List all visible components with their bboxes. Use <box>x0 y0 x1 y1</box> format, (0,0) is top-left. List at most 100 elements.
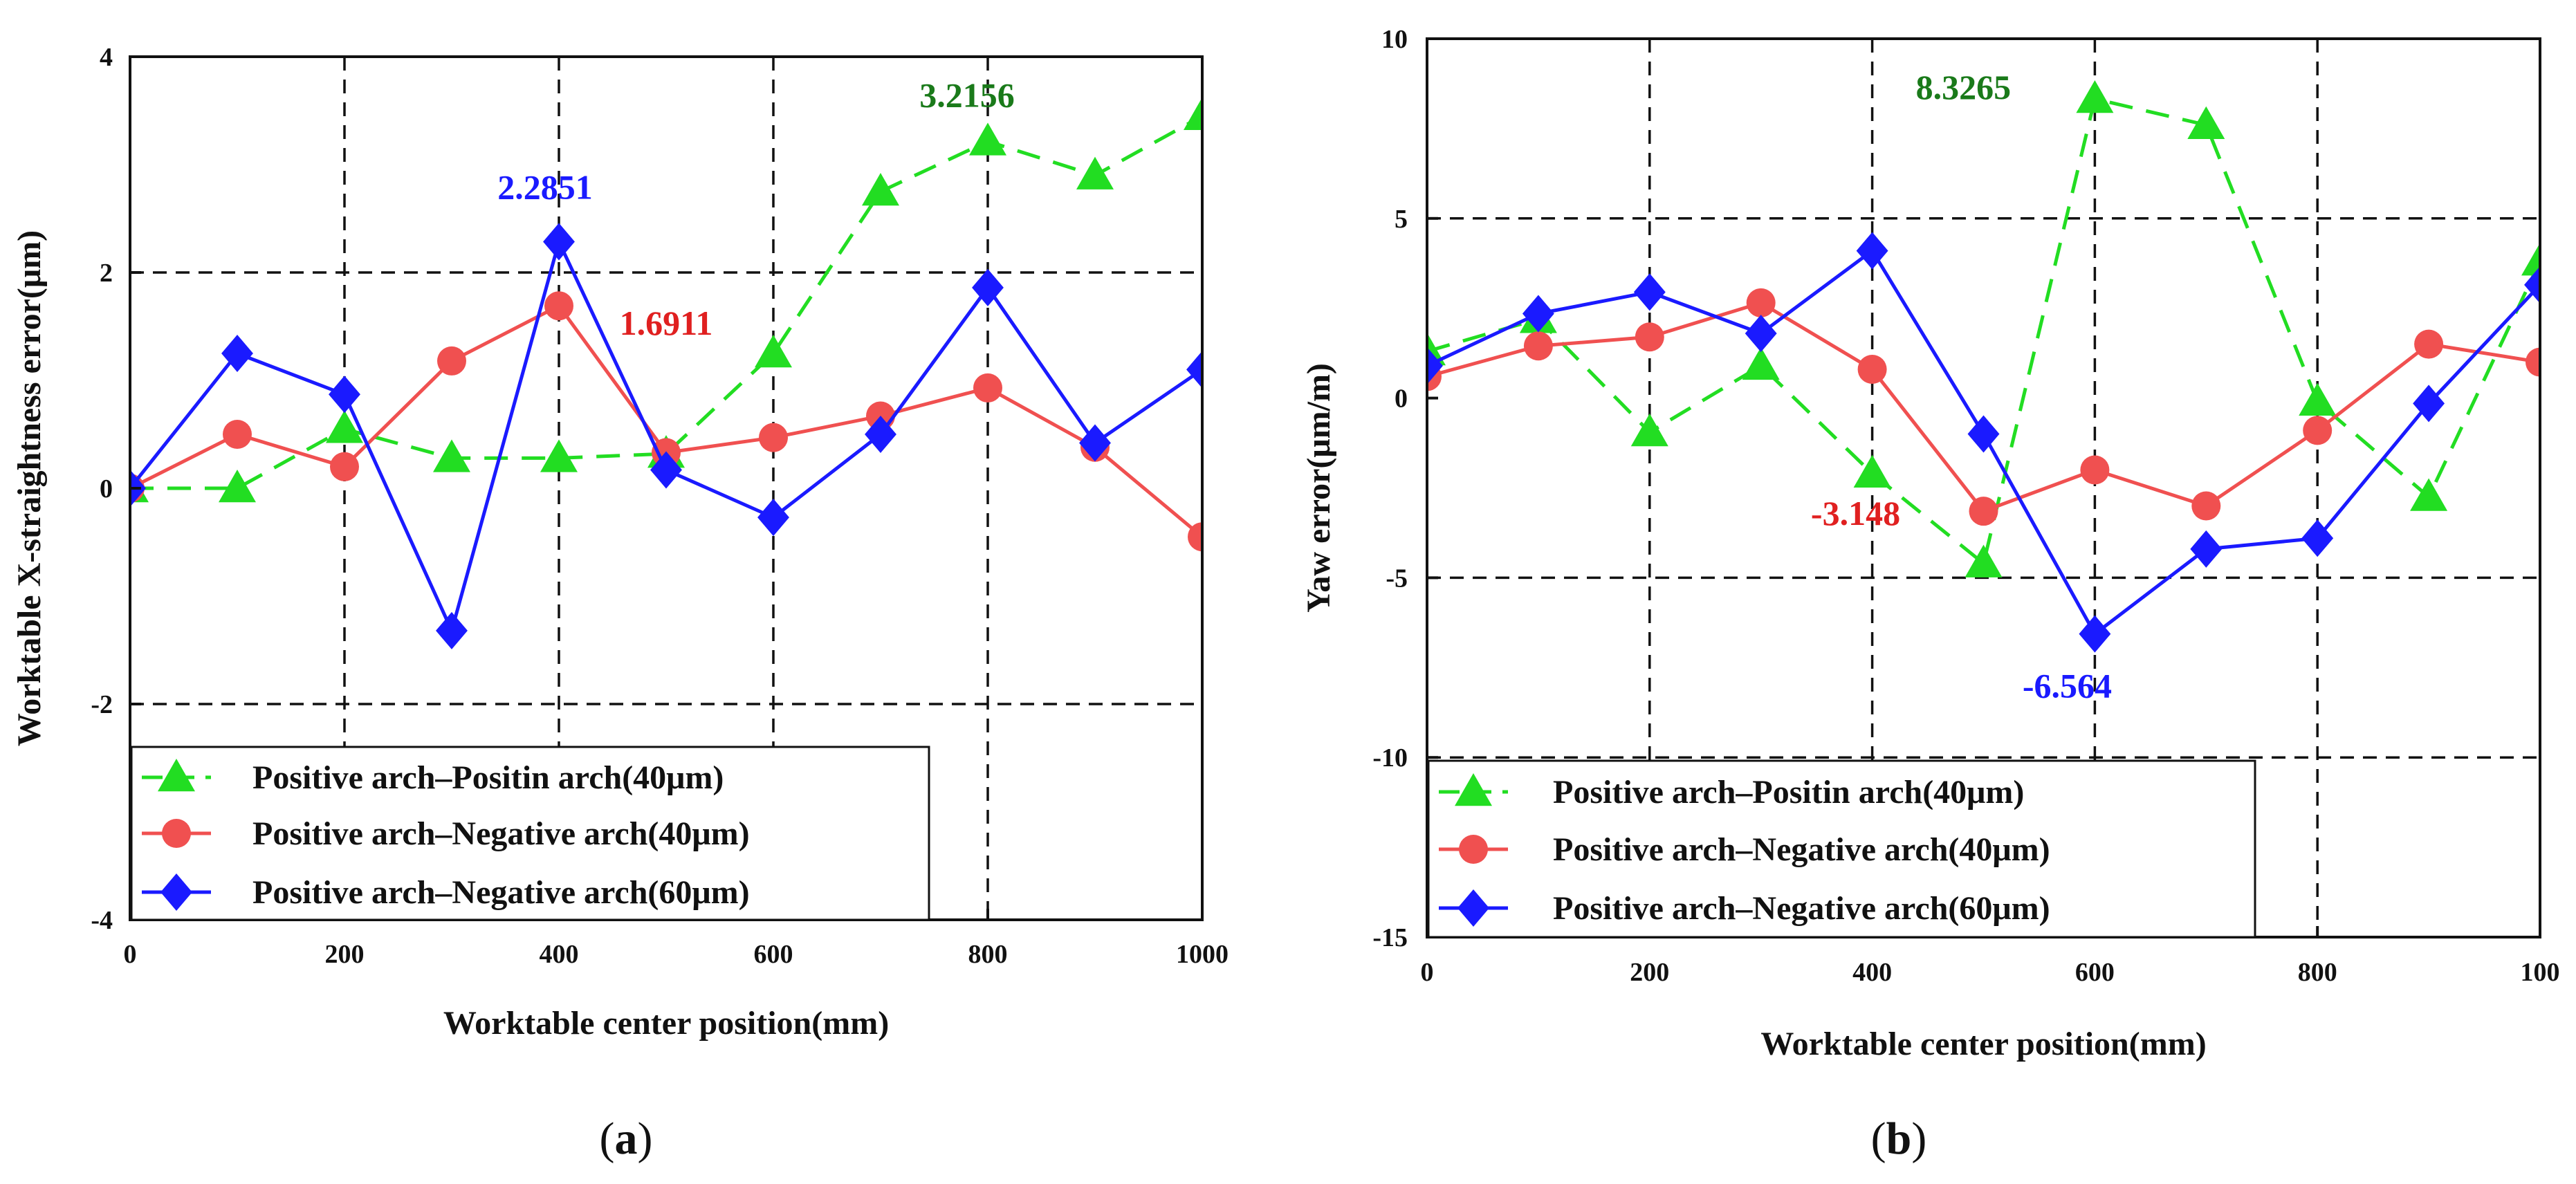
data-point-series-3 <box>2301 519 2334 557</box>
x-axis-label: Worktable center position(mm) <box>443 1005 889 1042</box>
legend-label-2: Positive arch–Negative arch(40μm) <box>252 815 750 852</box>
legend-marker-3 <box>1457 889 1489 927</box>
series-line-1 <box>130 114 1202 490</box>
data-point-series-3 <box>2413 385 2445 423</box>
data-point-series-2 <box>2414 329 2444 359</box>
data-label: -6.564 <box>2023 667 2112 705</box>
data-point-series-2 <box>1188 522 1202 552</box>
panel-a: 0 200 400 600 800 1000 -4 -2 0 2 4 Worktable center… <box>11 43 1229 1164</box>
y-tick-label: -4 <box>91 906 113 935</box>
x-tick-label: 600 <box>2075 958 2115 987</box>
data-point-series-2 <box>223 420 252 449</box>
data-point-series-1 <box>969 122 1006 156</box>
legend-marker-2 <box>162 819 191 848</box>
data-point-series-3 <box>1745 315 1777 353</box>
legend-box <box>1427 759 2256 938</box>
data-label: 2.2851 <box>497 168 593 207</box>
y-tick-label: -10 <box>1372 743 1408 773</box>
x-tick-label: 400 <box>1852 958 1892 987</box>
data-point-series-2 <box>973 373 1002 403</box>
data-point-series-2 <box>544 291 573 321</box>
legend-label-3: Positive arch–Negative arch(60μm) <box>1553 890 2050 927</box>
data-point-series-1 <box>326 410 363 443</box>
data-point-series-1 <box>2187 106 2225 139</box>
x-axis-label: Worktable center position(mm) <box>1760 1026 2206 1062</box>
data-point-series-2 <box>2080 455 2110 485</box>
legend-label-3: Positive arch–Negative arch(60μm) <box>252 874 750 911</box>
data-point-series-3 <box>221 335 253 372</box>
data-point-series-1 <box>540 439 578 472</box>
data-point-series-1 <box>2299 382 2337 416</box>
data-point-series-2 <box>759 423 788 452</box>
data-point-series-3 <box>436 611 468 649</box>
data-point-series-1 <box>2521 243 2540 276</box>
panel-caption: (b) <box>1871 1113 1927 1164</box>
data-label: 8.3265 <box>1916 68 2012 107</box>
legend-box <box>130 746 930 921</box>
panel-caption: (a) <box>600 1113 653 1164</box>
data-point-series-1 <box>862 173 899 206</box>
x-tick-label: 200 <box>325 940 365 969</box>
data-point-series-3 <box>757 499 789 537</box>
y-tick-label: 0 <box>100 474 113 503</box>
data-point-series-3 <box>650 451 682 489</box>
data-point-series-1 <box>755 335 792 368</box>
data-point-series-3 <box>1427 346 1443 385</box>
data-point-series-1 <box>1184 97 1202 131</box>
data-point-series-3 <box>329 376 360 414</box>
data-point-series-2 <box>1523 331 1553 361</box>
data-point-series-3 <box>1856 232 1888 270</box>
y-axis-label: Yaw error(μm/m) <box>1300 363 1337 613</box>
data-point-series-3 <box>2524 266 2540 304</box>
y-axis-label: Worktable X-straightness error(μm) <box>11 230 48 746</box>
y-tick-label: -15 <box>1372 923 1408 952</box>
panel-b: 0 200 400 600 800 100 -15 -10 -5 0 5 10 Worktable ce… <box>1300 25 2560 1164</box>
plot-area <box>1427 80 2540 653</box>
legend-marker-1 <box>158 759 195 792</box>
data-point-series-3 <box>1522 295 1554 333</box>
series-line-1 <box>1427 97 2540 566</box>
data-point-series-2 <box>437 346 466 376</box>
data-label: 1.6911 <box>620 304 713 342</box>
legend-marker-1 <box>1455 773 1492 806</box>
y-tick-label: -5 <box>1386 564 1408 593</box>
y-tick-label: 10 <box>1381 25 1408 54</box>
data-point-series-3 <box>1633 273 1666 311</box>
data-label: -3.148 <box>1811 494 1900 533</box>
data-point-series-1 <box>1965 544 2003 577</box>
legend-marker-3 <box>160 873 192 911</box>
data-point-series-2 <box>1857 355 1887 385</box>
legend-label-1: Positive arch–Positin arch(40μm) <box>1553 774 2024 811</box>
y-tick-label: 4 <box>100 43 113 72</box>
x-tick-label: 0 <box>124 940 137 969</box>
data-point-series-1 <box>2410 478 2448 511</box>
data-point-series-3 <box>543 223 575 261</box>
data-point-series-2 <box>2191 491 2221 521</box>
data-point-series-1 <box>2076 80 2114 113</box>
x-tick-label: 800 <box>968 940 1008 969</box>
x-tick-label: 800 <box>2298 958 2337 987</box>
x-tick-label: 0 <box>1421 958 1434 987</box>
data-point-series-3 <box>2190 530 2223 568</box>
data-point-series-1 <box>219 470 256 503</box>
data-point-series-1 <box>1076 156 1114 189</box>
x-tick-label: 200 <box>1630 958 1669 987</box>
x-tick-label: 1000 <box>1176 940 1229 969</box>
x-tick-label: 400 <box>540 940 579 969</box>
y-tick-label: 2 <box>100 259 113 288</box>
data-point-series-3 <box>972 268 1004 306</box>
data-point-series-1 <box>433 439 470 472</box>
data-point-series-2 <box>2526 347 2540 377</box>
y-tick-label: 0 <box>1395 385 1408 414</box>
legend-marker-2 <box>1459 835 1488 864</box>
data-point-series-1 <box>1630 413 1668 447</box>
data-point-series-3 <box>2079 615 2111 653</box>
data-point-series-2 <box>1635 322 1664 352</box>
y-tick-label: -2 <box>91 690 113 719</box>
plot-area <box>130 97 1202 649</box>
data-point-series-3 <box>1186 351 1202 389</box>
data-point-series-1 <box>1742 346 1780 380</box>
data-point-series-2 <box>2303 416 2333 445</box>
legend-label-2: Positive arch–Negative arch(40μm) <box>1553 831 2050 868</box>
